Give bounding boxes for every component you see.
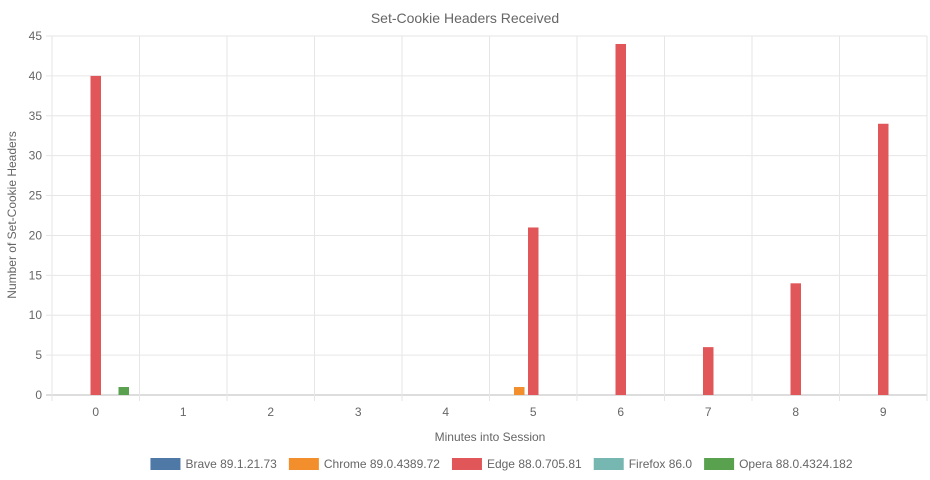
x-tick-label: 1 — [180, 405, 187, 419]
legend-label: Brave 89.1.21.73 — [185, 457, 277, 471]
legend-item[interactable]: Brave 89.1.21.73 — [150, 457, 277, 471]
x-tick-label: 0 — [92, 405, 99, 419]
y-tick-label: 10 — [29, 308, 43, 322]
legend-swatch — [150, 458, 181, 470]
y-tick-label: 35 — [29, 109, 43, 123]
legend-label: Edge 88.0.705.81 — [487, 457, 582, 471]
y-tick-label: 20 — [29, 228, 43, 242]
grid-lines — [46, 35, 928, 401]
y-tick-label: 5 — [35, 348, 42, 362]
legend-item[interactable]: Chrome 89.0.4389.72 — [288, 457, 440, 471]
x-tick-label: 3 — [355, 405, 362, 419]
legend-swatch — [593, 458, 624, 470]
bar[interactable] — [790, 283, 802, 395]
legend-label: Firefox 86.0 — [629, 457, 693, 471]
legend: Brave 89.1.21.73 Chrome 89.0.4389.72 Edge … — [150, 457, 853, 471]
bars — [90, 43, 889, 395]
chart-title: Set-Cookie Headers Received — [371, 10, 559, 26]
x-tick-label: 7 — [705, 405, 712, 419]
legend-item[interactable]: Opera 88.0.4324.182 — [704, 457, 853, 471]
x-axis-label: Minutes into Session — [435, 430, 546, 444]
y-tick-label: 30 — [29, 149, 43, 163]
legend-item[interactable]: Edge 88.0.705.81 — [451, 457, 582, 471]
bar[interactable] — [528, 227, 539, 395]
x-tick-label: 5 — [530, 405, 537, 419]
x-tick-label: 9 — [880, 405, 887, 419]
x-tick-label: 4 — [442, 405, 449, 419]
x-tick-label: 6 — [617, 405, 624, 419]
bar[interactable] — [703, 347, 714, 395]
legend-swatch — [704, 458, 735, 470]
legend-swatch — [451, 458, 482, 470]
y-tick-label: 40 — [29, 69, 43, 83]
y-tick-label: 0 — [35, 388, 42, 402]
x-axis-ticks: 0 1 2 3 4 5 6 7 8 9 — [92, 405, 887, 419]
legend-label: Chrome 89.0.4389.72 — [324, 457, 440, 471]
bar[interactable] — [878, 123, 889, 395]
bar[interactable] — [514, 387, 525, 395]
bar[interactable] — [90, 75, 102, 395]
y-axis-ticks: 0 5 10 15 20 25 30 35 40 45 — [29, 29, 43, 402]
x-tick-label: 2 — [267, 405, 274, 419]
bar[interactable] — [118, 387, 130, 395]
y-tick-label: 15 — [29, 268, 43, 282]
legend-label: Opera 88.0.4324.182 — [739, 457, 853, 471]
bar[interactable] — [615, 43, 627, 395]
y-tick-label: 45 — [29, 29, 43, 43]
legend-item[interactable]: Firefox 86.0 — [593, 457, 693, 471]
x-tick-label: 8 — [792, 405, 799, 419]
legend-swatch — [288, 458, 319, 470]
y-tick-label: 25 — [29, 189, 43, 203]
y-axis-label: Number of Set-Cookie Headers — [5, 131, 19, 298]
